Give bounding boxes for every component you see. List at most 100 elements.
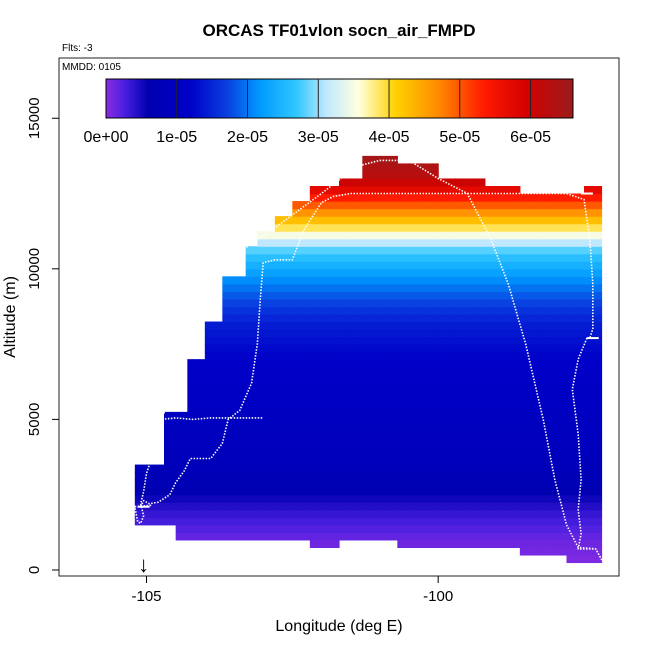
heatmap-cell <box>169 494 177 503</box>
heatmap-cell <box>362 261 369 270</box>
heatmap-cell <box>519 487 527 496</box>
heatmap-cell <box>549 366 556 375</box>
heatmap-cell <box>368 359 375 368</box>
heatmap-cell <box>298 231 305 240</box>
heatmap-cell <box>292 313 299 323</box>
heatmap-cell <box>543 298 550 308</box>
heatmap-cell <box>479 298 486 308</box>
heatmap-cell <box>385 381 393 390</box>
heatmap-cell <box>549 404 556 413</box>
heatmap-cell <box>187 411 194 420</box>
heatmap-cell <box>449 472 457 481</box>
heatmap-cell <box>169 509 177 518</box>
heatmap-cell <box>496 261 503 270</box>
heatmap-cell <box>199 434 206 443</box>
heatmap-cell <box>414 276 422 285</box>
heatmap-cell <box>426 404 433 413</box>
heatmap-cell <box>438 298 445 308</box>
flight-track-line <box>160 165 357 421</box>
heatmap-cell <box>374 155 381 165</box>
heatmap-cell <box>549 396 556 405</box>
heatmap-cell <box>455 524 463 533</box>
heatmap-cell <box>356 374 363 383</box>
heatmap-cell <box>514 532 521 541</box>
heatmap-cell <box>502 283 509 292</box>
heatmap-cell <box>554 434 562 443</box>
heatmap-cell <box>379 419 387 428</box>
heatmap-cell <box>315 298 323 308</box>
heatmap-cell <box>344 231 352 240</box>
heatmap-cell <box>298 268 305 277</box>
heatmap-cell <box>274 426 282 436</box>
heatmap-cell <box>339 185 346 195</box>
heatmap-cell <box>479 426 486 436</box>
heatmap-cell <box>531 494 538 503</box>
heatmap-cell <box>490 457 498 466</box>
heatmap-cell <box>467 208 474 217</box>
heatmap-cell <box>455 193 463 202</box>
heatmap-cell <box>426 283 433 292</box>
heatmap-cell <box>239 306 247 315</box>
heatmap-cell <box>292 457 299 466</box>
heatmap-cell <box>479 517 486 526</box>
heatmap-cell <box>362 336 369 345</box>
heatmap-cell <box>339 464 346 473</box>
heatmap-cell <box>484 344 492 353</box>
heatmap-cell <box>356 389 363 398</box>
heatmap-cell <box>403 283 410 292</box>
heatmap-cell <box>473 374 480 383</box>
heatmap-cell <box>309 351 317 360</box>
heatmap-cell <box>537 419 544 428</box>
heatmap-cell <box>455 306 463 315</box>
heatmap-cell <box>484 419 492 428</box>
heatmap-cell <box>152 487 159 496</box>
heatmap-cell <box>368 155 375 165</box>
heatmap-cell <box>298 449 305 458</box>
heatmap-cell <box>438 494 445 503</box>
heatmap-cell <box>385 457 393 466</box>
heatmap-cell <box>554 261 562 270</box>
heatmap-cell <box>426 411 433 420</box>
heatmap-cell <box>531 419 538 428</box>
heatmap-cell <box>438 246 445 255</box>
heatmap-cell <box>589 509 597 518</box>
heatmap-cell <box>560 216 568 225</box>
heatmap-cell <box>572 359 579 368</box>
heatmap-cell <box>391 464 398 473</box>
heatmap-cell <box>344 381 352 390</box>
heatmap-cell <box>549 457 556 466</box>
heatmap-cell <box>525 193 533 202</box>
heatmap-cell <box>519 351 527 360</box>
heatmap-cell <box>362 457 369 466</box>
heatmap-cell <box>309 457 317 466</box>
heatmap-cell <box>397 517 404 526</box>
heatmap-cell <box>572 268 579 277</box>
heatmap-cell <box>444 351 451 360</box>
heatmap-cell <box>251 487 258 496</box>
heatmap-cell <box>368 193 375 202</box>
heatmap-cell <box>239 411 247 420</box>
heatmap-cell <box>531 201 538 210</box>
heatmap-cell <box>519 532 527 541</box>
heatmap-cell <box>420 389 428 398</box>
heatmap-cell <box>397 374 404 383</box>
heatmap-cell <box>315 441 323 451</box>
heatmap-cell <box>554 253 562 262</box>
heatmap-cell <box>560 253 568 262</box>
x-tick-label: -100 <box>423 588 453 605</box>
heatmap-cell <box>356 344 363 353</box>
heatmap-cell <box>449 178 457 187</box>
heatmap-cell <box>333 336 340 345</box>
heatmap-cell <box>210 449 218 458</box>
heatmap-cell <box>584 509 591 518</box>
heatmap-cell <box>484 216 492 225</box>
heatmap-cell <box>362 155 369 165</box>
heatmap-cell <box>397 306 404 315</box>
heatmap-cell <box>181 502 188 511</box>
heatmap-cell <box>397 404 404 413</box>
heatmap-cell <box>566 434 573 443</box>
heatmap-cell <box>484 321 492 330</box>
heatmap-cell <box>134 487 142 496</box>
heatmap-cell <box>379 381 387 390</box>
